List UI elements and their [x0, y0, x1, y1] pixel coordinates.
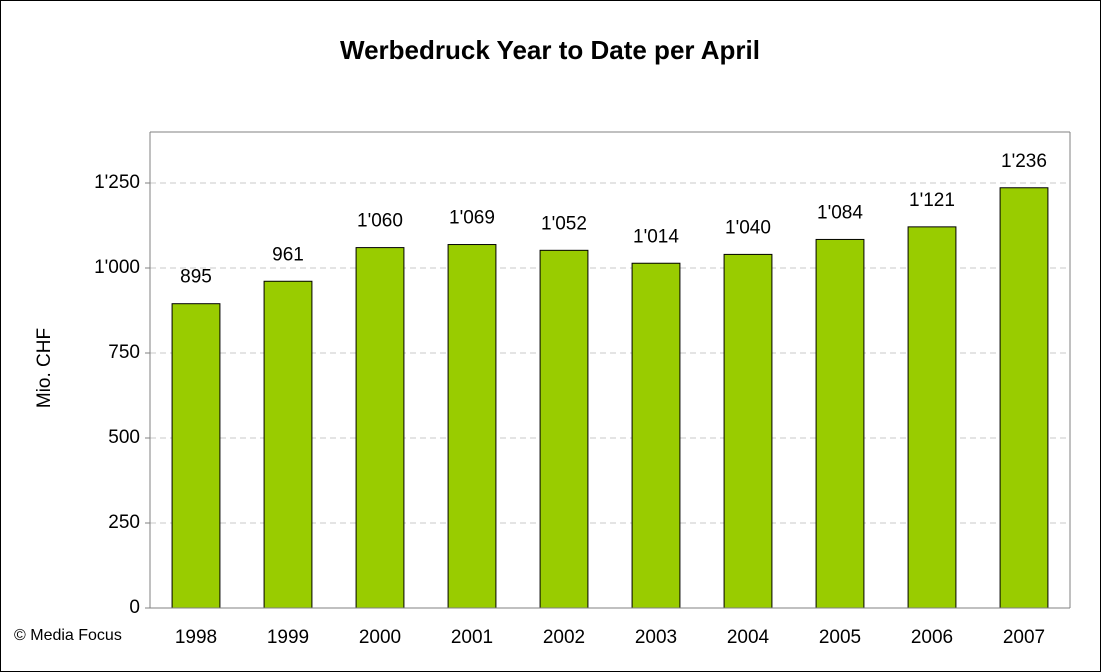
- bar: [815, 238, 865, 609]
- data-label: 1'052: [541, 213, 587, 234]
- x-tick-label: 2002: [543, 627, 585, 648]
- data-label: 1'084: [817, 202, 863, 223]
- data-label: 1'069: [449, 208, 495, 229]
- data-label: 895: [180, 267, 212, 288]
- x-tick-label: 2001: [451, 627, 493, 648]
- bar: [907, 226, 957, 609]
- source-note: © Media Focus: [14, 627, 122, 644]
- y-axis-label: Mio. CHF: [34, 328, 55, 408]
- x-tick-label: 1998: [175, 627, 217, 648]
- data-label: 1'014: [633, 226, 679, 247]
- data-label: 1'040: [725, 217, 771, 238]
- y-tick-label: 750: [108, 342, 140, 363]
- y-tick-label: 500: [108, 427, 140, 448]
- x-tick-label: 2000: [359, 627, 401, 648]
- bar: [447, 244, 497, 609]
- data-label: 1'236: [1001, 151, 1047, 172]
- y-tick-label: 0: [129, 597, 140, 618]
- bar: [539, 249, 589, 609]
- x-tick-label: 2004: [727, 627, 770, 648]
- x-tick-label: 2005: [819, 627, 861, 648]
- chart-title: Werbedruck Year to Date per April: [340, 35, 760, 65]
- data-label: 1'121: [909, 190, 955, 211]
- bar: [263, 280, 313, 609]
- x-tick-label: 1999: [267, 627, 309, 648]
- data-label: 1'060: [357, 211, 403, 232]
- data-label: 961: [272, 244, 304, 265]
- y-tick-label: 250: [108, 512, 140, 533]
- bar: [999, 187, 1049, 609]
- y-tick-label: 1'250: [94, 172, 140, 193]
- bar: [355, 247, 405, 609]
- bar: [631, 262, 681, 609]
- y-tick-label: 1'000: [94, 257, 140, 278]
- x-tick-label: 2003: [635, 627, 677, 648]
- bar: [171, 303, 221, 609]
- x-tick-label: 2006: [911, 627, 953, 648]
- x-tick-label: 2007: [1003, 627, 1045, 648]
- bar: [723, 253, 773, 609]
